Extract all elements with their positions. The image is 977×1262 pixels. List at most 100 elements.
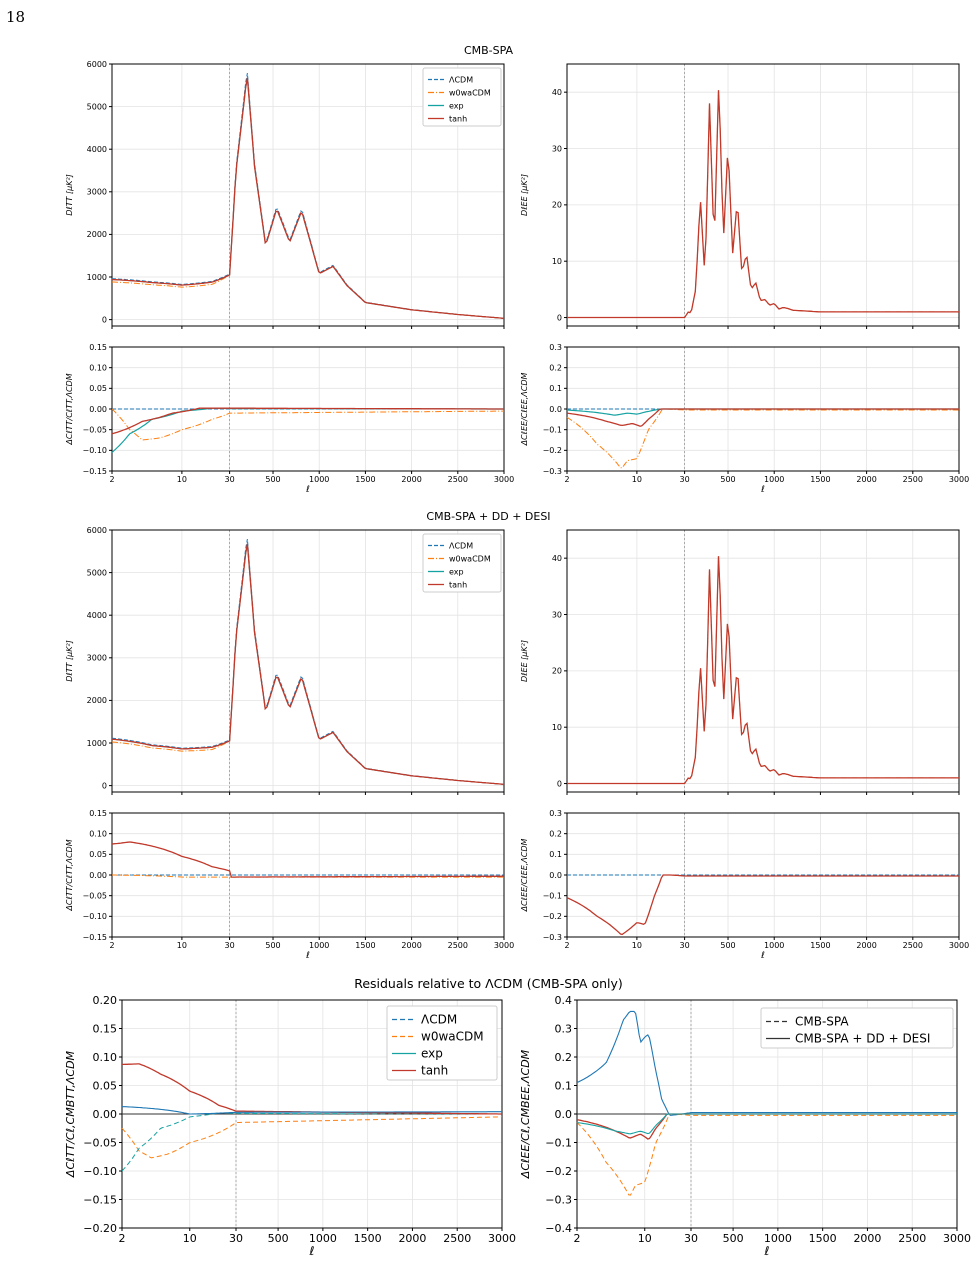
y-tick-label: 0.3 bbox=[549, 809, 562, 818]
y-tick-label: −0.15 bbox=[82, 467, 107, 476]
x-tick-label: 10 bbox=[632, 941, 642, 950]
section-title-residuals: Residuals relative to ΛCDM (CMB-SPA only… bbox=[354, 976, 623, 991]
legend-box bbox=[386, 1005, 498, 1081]
y-tick-label: 0.1 bbox=[555, 1079, 573, 1092]
y-tick-label: 0.15 bbox=[89, 343, 107, 352]
y-axis-label: ΔCℓTT/CℓTT,ΛCDM bbox=[65, 839, 74, 911]
x-axis-label: ℓ bbox=[764, 1244, 770, 1258]
y-tick-label: 20 bbox=[552, 667, 562, 676]
y-tick-label: 0.15 bbox=[89, 809, 107, 818]
y-tick-label: 0.05 bbox=[89, 850, 107, 859]
y-tick-label: 0.1 bbox=[549, 384, 562, 393]
x-axis-label: ℓ bbox=[305, 951, 310, 961]
x-tick-label: 2500 bbox=[443, 1232, 471, 1245]
legend-entry: w0waCDM bbox=[449, 554, 491, 563]
y-tick-label: 0.05 bbox=[89, 384, 107, 393]
tt-tanh-curve bbox=[111, 543, 505, 785]
x-tick-label: 30 bbox=[229, 1232, 243, 1245]
legend-entry: ΛCDM bbox=[449, 75, 473, 84]
legend-entry: w0waCDM bbox=[421, 1030, 484, 1044]
section-title-cmb-spa-dd-desi: CMB-SPA + DD + DESI bbox=[426, 510, 551, 523]
legend-entry: CMB-SPA + DD + DESI bbox=[795, 1032, 930, 1046]
x-tick-label: 2000 bbox=[853, 1232, 881, 1245]
x-tick-label: 30 bbox=[684, 1232, 698, 1245]
x-tick-label: 30 bbox=[680, 475, 690, 484]
ee-residual-curve bbox=[566, 408, 959, 427]
y-tick-label: 4000 bbox=[87, 145, 107, 154]
x-tick-label: 10 bbox=[638, 1232, 652, 1245]
axes-frame bbox=[111, 63, 505, 327]
bottom-ee-curve bbox=[576, 1113, 957, 1196]
y-tick-label: 0.2 bbox=[549, 363, 562, 372]
tt-lcdm-curve bbox=[111, 539, 505, 785]
legend-box bbox=[422, 533, 502, 593]
x-tick-label: 3000 bbox=[949, 941, 969, 950]
y-tick-label: 0.0 bbox=[549, 405, 562, 414]
x-tick-label: 1500 bbox=[810, 475, 830, 484]
x-axis-label: ℓ bbox=[760, 951, 765, 961]
y-tick-label: 0.3 bbox=[549, 343, 562, 352]
x-tick-label: 3000 bbox=[488, 1232, 516, 1245]
tt-residual-curve bbox=[111, 407, 504, 453]
legend-entry: w0waCDM bbox=[449, 88, 491, 97]
x-axis-label: ℓ bbox=[760, 485, 765, 495]
axes-frame bbox=[566, 529, 960, 793]
y-tick-label: 3000 bbox=[87, 654, 107, 663]
y-axis-label: DℓEE [μK²] bbox=[520, 174, 529, 216]
y-tick-label: 0.4 bbox=[555, 994, 573, 1007]
x-tick-label: 2500 bbox=[898, 1232, 926, 1245]
bottom-tt-curve bbox=[121, 1112, 502, 1172]
y-tick-label: −0.3 bbox=[543, 933, 562, 942]
y-tick-label: 10 bbox=[552, 257, 562, 266]
legend-box bbox=[422, 67, 502, 127]
y-tick-label: −0.10 bbox=[83, 1165, 117, 1178]
legend-entry: exp bbox=[449, 567, 464, 576]
y-tick-label: 1000 bbox=[87, 739, 107, 748]
x-tick-label: 30 bbox=[680, 941, 690, 950]
y-tick-label: 2000 bbox=[87, 230, 107, 239]
y-axis-label: ΔCℓEE/CℓEE,ΛCDM bbox=[520, 372, 529, 446]
x-tick-label: 10 bbox=[183, 1232, 197, 1245]
tt-tanh-curve bbox=[112, 77, 505, 319]
x-tick-label: 1500 bbox=[809, 1232, 837, 1245]
y-tick-label: −0.05 bbox=[82, 425, 107, 434]
x-tick-label: 2 bbox=[119, 1232, 126, 1245]
y-tick-label: 20 bbox=[552, 201, 562, 210]
y-tick-label: 0.0 bbox=[555, 1108, 573, 1121]
section-title-cmb-spa: CMB-SPA bbox=[463, 44, 514, 57]
y-tick-label: 0.05 bbox=[93, 1079, 118, 1092]
x-tick-label: 1000 bbox=[764, 1232, 792, 1245]
y-tick-label: −0.1 bbox=[543, 891, 562, 900]
x-tick-label: 1000 bbox=[309, 1232, 337, 1245]
x-tick-label: 2000 bbox=[856, 941, 876, 950]
y-tick-label: −0.10 bbox=[82, 912, 107, 921]
x-tick-label: 500 bbox=[268, 1232, 289, 1245]
y-tick-label: 1000 bbox=[87, 273, 107, 282]
bottom-tt-curve bbox=[121, 1116, 503, 1159]
tt-spectrum-panel: 0 1000 2000 3000 4000 5000 6000 DℓTT [μK²] ΛCDM w… bbox=[65, 526, 505, 795]
x-tick-label: 1000 bbox=[764, 941, 784, 950]
y-tick-label: 0.15 bbox=[93, 1022, 118, 1035]
x-tick-label: 2 bbox=[564, 941, 569, 950]
y-tick-label: 0.1 bbox=[549, 850, 562, 859]
y-tick-label: 0.10 bbox=[93, 1051, 118, 1064]
x-axis-label: ℓ bbox=[305, 485, 310, 495]
x-tick-label: 2 bbox=[109, 475, 114, 484]
x-tick-label: 2000 bbox=[856, 475, 876, 484]
y-tick-label: 6000 bbox=[87, 526, 107, 535]
legend-entry: exp bbox=[421, 1047, 443, 1061]
x-tick-label: 30 bbox=[225, 475, 235, 484]
ee-spectrum-panel: 0 10 20 30 40 DℓEE [μK²] bbox=[520, 529, 960, 795]
y-tick-label: −0.15 bbox=[82, 933, 107, 942]
x-tick-label: 2000 bbox=[398, 1232, 426, 1245]
legend-entry: exp bbox=[449, 101, 464, 110]
y-tick-label: 40 bbox=[552, 88, 562, 97]
y-tick-label: 5000 bbox=[87, 102, 107, 111]
y-tick-label: −0.4 bbox=[545, 1222, 572, 1235]
tt-residual-panel: −0.15 −0.10 −0.05 0.00 0.05 0.10 0.15 2 10 30 500 1… bbox=[65, 809, 514, 961]
x-tick-label: 1000 bbox=[764, 475, 784, 484]
y-tick-label: 30 bbox=[552, 144, 562, 153]
x-tick-label: 2000 bbox=[401, 475, 421, 484]
y-tick-label: 0.2 bbox=[549, 829, 562, 838]
